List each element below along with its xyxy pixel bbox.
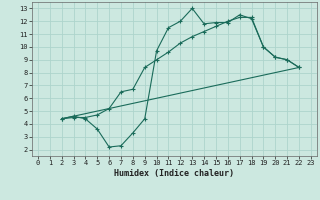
X-axis label: Humidex (Indice chaleur): Humidex (Indice chaleur): [115, 169, 234, 178]
